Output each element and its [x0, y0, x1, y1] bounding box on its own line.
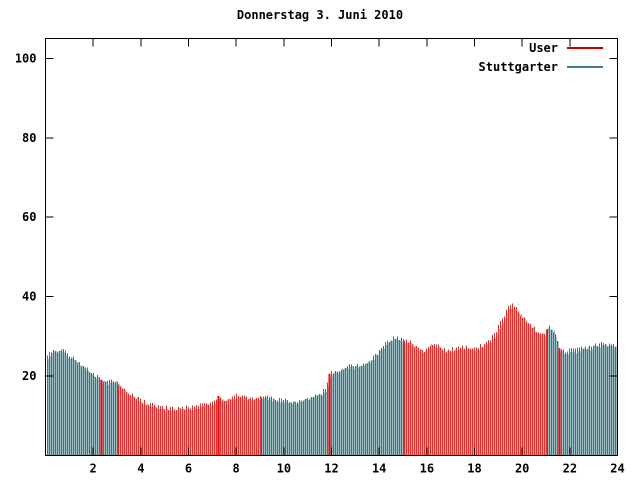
legend-user-line [567, 47, 603, 49]
legend-item-stuttgarter: Stuttgarter [479, 60, 603, 74]
svg-text:20: 20 [515, 462, 529, 476]
legend-user-label: User [529, 41, 558, 55]
svg-text:6: 6 [185, 462, 192, 476]
svg-text:100: 100 [15, 51, 37, 65]
svg-text:80: 80 [22, 131, 36, 145]
svg-text:22: 22 [563, 462, 577, 476]
svg-text:10: 10 [277, 462, 291, 476]
svg-text:60: 60 [22, 210, 36, 224]
svg-text:12: 12 [324, 462, 338, 476]
svg-text:20: 20 [22, 369, 36, 383]
svg-text:24: 24 [610, 462, 624, 476]
legend-item-user: User [529, 41, 603, 55]
svg-text:18: 18 [467, 462, 481, 476]
svg-text:14: 14 [372, 462, 386, 476]
svg-text:8: 8 [233, 462, 240, 476]
svg-text:16: 16 [420, 462, 434, 476]
chart-title: Donnerstag 3. Juni 2010 [236, 8, 404, 22]
svg-text:40: 40 [22, 290, 36, 304]
svg-text:4: 4 [137, 462, 144, 476]
legend-stuttgarter-label: Stuttgarter [478, 60, 558, 74]
svg-text:2: 2 [90, 462, 97, 476]
legend-stuttgarter-line [567, 66, 603, 68]
legend: User Stuttgarter [479, 41, 603, 74]
